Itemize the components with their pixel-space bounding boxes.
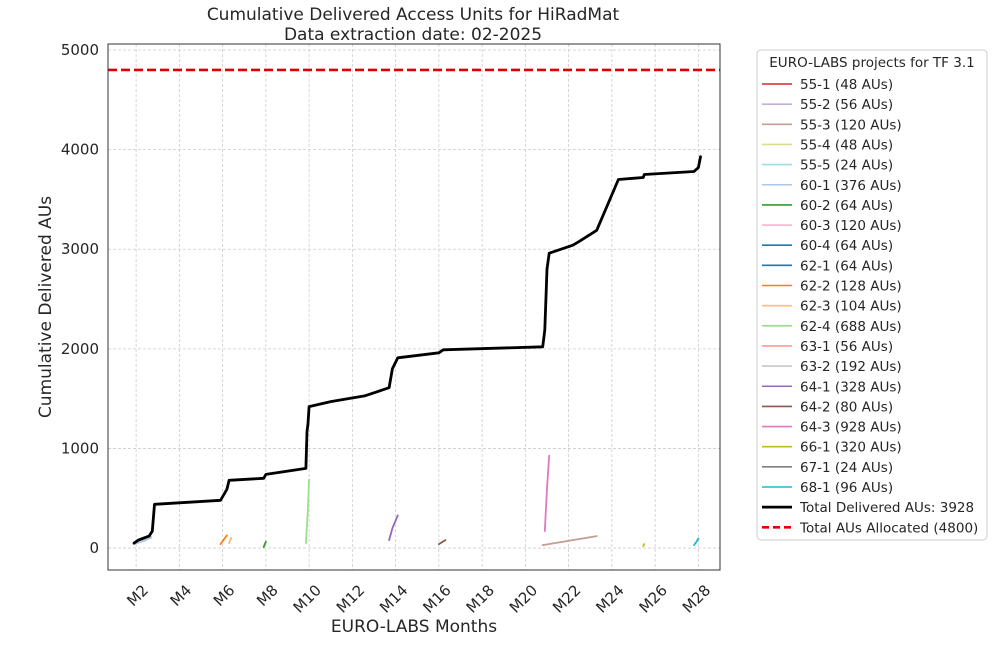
legend-label: 62-4 (688 AUs)	[800, 319, 902, 335]
series-line-project-6	[262, 540, 267, 548]
legend: EURO-LABS projects for TF 3.1 55-1 (48 A…	[756, 49, 988, 541]
legend-label: 55-4 (48 AUs)	[800, 137, 893, 153]
y-tick-label: 0	[89, 539, 99, 557]
x-tick-label: M2	[123, 581, 152, 610]
x-tick-label: M14	[376, 581, 411, 616]
x-tick-label: M28	[679, 581, 714, 616]
series-line-project-11	[228, 536, 233, 544]
legend-label: 55-2 (56 AUs)	[800, 97, 893, 113]
legend-box	[756, 49, 988, 541]
legend-label: 64-3 (928 AUs)	[800, 420, 902, 436]
x-tick-label: M24	[592, 581, 627, 616]
y-tick-label: 3000	[61, 240, 99, 258]
series-line-total	[132, 155, 702, 545]
series-line-project-2	[541, 535, 598, 546]
legend-label: 66-1 (320 AUs)	[800, 440, 902, 456]
legend-label: Total AUs Allocated (4800)	[799, 520, 978, 536]
legend-label: 60-1 (376 AUs)	[800, 178, 902, 194]
legend-label: 62-1 (64 AUs)	[800, 258, 893, 274]
y-tick-label: 4000	[61, 141, 99, 159]
legend-label: Total Delivered AUs: 3928	[799, 500, 974, 516]
x-tick-label: M20	[506, 581, 541, 616]
series-line-project-12	[304, 478, 311, 544]
x-tick-label: M16	[419, 581, 454, 616]
series-line-project-15	[388, 514, 399, 541]
legend-label: 64-1 (328 AUs)	[800, 379, 902, 395]
legend-label: 55-3 (120 AUs)	[800, 117, 902, 133]
x-axis-label: EURO-LABS Months	[331, 617, 497, 637]
grid	[108, 44, 720, 570]
y-tick-label: 5000	[61, 41, 99, 59]
legend-label: 60-4 (64 AUs)	[800, 238, 893, 254]
legend-label: 62-2 (128 AUs)	[800, 279, 902, 295]
legend-label: 68-1 (96 AUs)	[800, 480, 893, 496]
x-tick-label: M6	[210, 581, 239, 610]
y-tick-label: 2000	[61, 340, 99, 358]
series-line-project-20	[693, 537, 700, 546]
series-line-project-16	[437, 539, 447, 545]
plot-area	[107, 43, 721, 571]
legend-items: 55-1 (48 AUs) 55-2 (56 AUs) 55-3 (120 AUs)…	[762, 77, 978, 536]
legend-label: 55-1 (48 AUs)	[800, 77, 893, 93]
series-line-project-18	[642, 543, 646, 547]
legend-title: EURO-LABS projects for TF 3.1	[769, 55, 974, 71]
chart-title: Cumulative Delivered Access Units for Hi…	[207, 5, 620, 25]
legend-label: 64-2 (80 AUs)	[800, 399, 893, 415]
x-axis-ticks: M2 M4 M6 M8 M10 M12 M14 M16 M18 M20 M22 M24 M26 M28	[123, 581, 714, 616]
legend-label: 67-1 (24 AUs)	[800, 460, 893, 476]
x-tick-label: M22	[549, 581, 584, 616]
x-tick-label: M4	[167, 581, 196, 610]
legend-label: 60-2 (64 AUs)	[800, 198, 893, 214]
legend-label: 62-3 (104 AUs)	[800, 299, 902, 315]
series-layer	[108, 68, 720, 548]
series-line-project-10	[219, 534, 228, 545]
y-axis-ticks: 0 1000 2000 3000 4000 5000	[61, 41, 99, 557]
series-line-project-5	[133, 536, 153, 545]
chart-subtitle: Data extraction date: 02-2025	[284, 25, 542, 45]
y-tick-label: 1000	[61, 439, 99, 457]
x-tick-label: M8	[253, 581, 282, 610]
x-tick-label: M26	[636, 581, 671, 616]
series-line-project-17	[543, 454, 551, 532]
legend-label: 63-2 (192 AUs)	[800, 359, 902, 375]
x-tick-label: M12	[333, 581, 368, 616]
y-axis-label: Cumulative Delivered AUs	[36, 196, 56, 418]
x-tick-label: M10	[290, 581, 325, 616]
legend-label: 55-5 (24 AUs)	[800, 158, 893, 174]
legend-label: 63-1 (56 AUs)	[800, 339, 893, 355]
legend-label: 60-3 (120 AUs)	[800, 218, 902, 234]
x-tick-label: M18	[463, 581, 498, 616]
